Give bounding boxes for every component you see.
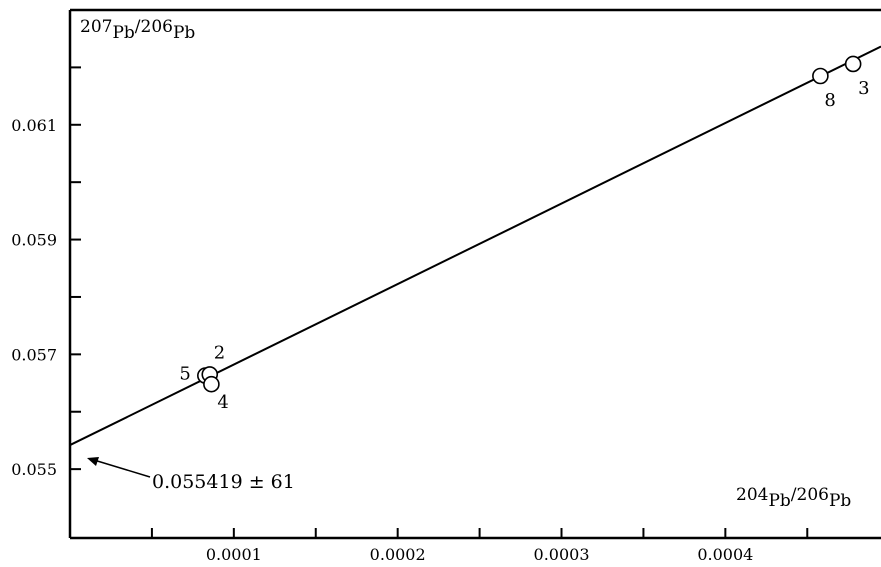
- y-label-num-sup: 207: [80, 17, 112, 37]
- annotation-arrowhead: [87, 457, 99, 466]
- data-points: [198, 56, 861, 391]
- data-point-4: [204, 377, 219, 392]
- y-axis-label: 207Pb/206Pb: [80, 17, 195, 43]
- point-label-5: 5: [179, 364, 190, 385]
- x-label-den: Pb: [829, 491, 851, 511]
- annotation-arrow: [94, 460, 150, 477]
- y-tick-label: 0.055: [11, 460, 57, 479]
- x-label-den-sup: 206: [797, 485, 829, 505]
- point-label-4: 4: [217, 392, 228, 413]
- y-label-num: Pb: [112, 23, 134, 43]
- x-tick-label: 0.0001: [206, 545, 262, 564]
- y-tick-label: 0.061: [11, 116, 57, 135]
- x-label-num-sup: 204: [736, 485, 768, 505]
- y-label-den-sup: 206: [141, 17, 173, 37]
- x-label-num: Pb: [768, 491, 790, 511]
- intercept-annotation: 0.055419 ± 61: [87, 457, 295, 493]
- point-labels: 5 2 4 8 3: [179, 78, 869, 413]
- x-tick-label: 0.0004: [697, 545, 753, 564]
- tick-labels: 0.0001 0.0002 0.0003 0.0004 0.055 0.057 0.059 0…: [11, 116, 753, 564]
- y-label-den: Pb: [173, 23, 195, 43]
- y-tick-label: 0.057: [11, 345, 57, 364]
- regression-line-group: [70, 47, 881, 446]
- data-point-8: [813, 69, 828, 84]
- y-tick-label: 0.059: [11, 231, 57, 250]
- point-label-3: 3: [858, 78, 869, 99]
- plot-frame: [70, 10, 881, 538]
- intercept-annotation-text: 0.055419 ± 61: [152, 471, 295, 493]
- regression-line: [70, 47, 881, 446]
- x-axis-label: 204Pb/206Pb: [736, 485, 851, 511]
- x-tick-label: 0.0003: [534, 545, 590, 564]
- point-label-2: 2: [214, 342, 225, 363]
- x-tick-label: 0.0002: [370, 545, 426, 564]
- data-point-3: [846, 56, 861, 71]
- point-label-8: 8: [824, 90, 835, 111]
